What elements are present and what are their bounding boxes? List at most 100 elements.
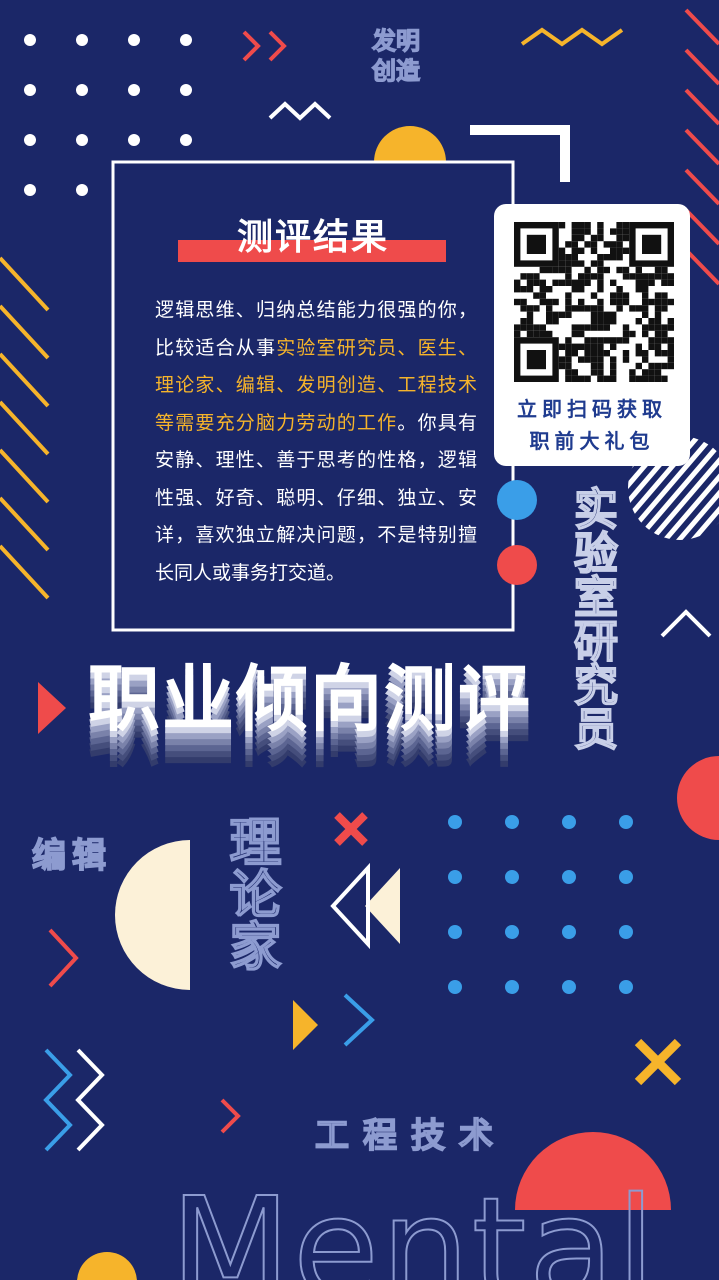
decoration bbox=[648, 369, 655, 376]
decoration bbox=[684, 248, 719, 286]
decoration bbox=[24, 34, 36, 46]
decoration bbox=[546, 305, 553, 312]
decoration bbox=[629, 273, 636, 280]
decoration bbox=[654, 324, 662, 331]
decoration bbox=[661, 362, 668, 370]
decoration bbox=[603, 318, 610, 325]
decoration bbox=[616, 292, 623, 299]
decoration bbox=[648, 343, 655, 350]
decoration bbox=[0, 448, 50, 504]
decoration bbox=[616, 234, 623, 242]
decoration bbox=[597, 337, 604, 344]
decoration bbox=[533, 273, 540, 280]
decoration bbox=[552, 266, 559, 274]
decoration bbox=[571, 350, 578, 357]
decoration bbox=[565, 369, 572, 376]
decoration bbox=[571, 279, 578, 286]
decoration bbox=[546, 318, 553, 325]
decoration bbox=[597, 254, 604, 261]
decoration bbox=[571, 228, 578, 235]
decoration bbox=[603, 311, 610, 318]
decoration bbox=[622, 247, 630, 254]
decoration bbox=[642, 356, 649, 363]
decoration bbox=[684, 48, 719, 86]
decoration bbox=[597, 266, 604, 274]
decoration bbox=[635, 279, 642, 286]
decoration bbox=[76, 134, 88, 146]
decoration bbox=[526, 311, 534, 318]
decoration bbox=[590, 241, 598, 248]
decoration bbox=[628, 436, 700, 540]
decoration bbox=[558, 356, 566, 363]
decoration bbox=[0, 544, 50, 600]
decoration bbox=[558, 343, 566, 350]
decoration bbox=[674, 436, 719, 540]
decoration bbox=[539, 298, 546, 306]
decoration bbox=[610, 318, 617, 325]
decoration bbox=[597, 356, 604, 363]
decoration bbox=[628, 436, 686, 540]
decoration bbox=[578, 305, 585, 312]
decoration bbox=[610, 375, 617, 382]
decoration bbox=[565, 350, 572, 357]
decoration bbox=[180, 84, 192, 96]
decoration bbox=[622, 222, 630, 229]
decoration bbox=[642, 273, 649, 280]
decoration bbox=[590, 318, 598, 325]
decoration bbox=[539, 266, 546, 274]
decoration bbox=[597, 311, 604, 318]
decoration bbox=[616, 247, 623, 254]
text: 。你具有安静、理性、善于思考的性格，逻辑性强、好奇、聪明、仔细、独立、安详，喜欢… bbox=[155, 411, 477, 584]
decoration bbox=[448, 870, 462, 884]
decoration bbox=[0, 496, 50, 552]
decoration bbox=[514, 337, 559, 382]
decoration bbox=[628, 436, 714, 540]
decoration bbox=[590, 362, 598, 370]
decoration bbox=[590, 324, 598, 331]
decoration bbox=[629, 375, 636, 382]
decoration bbox=[76, 84, 88, 96]
decoration bbox=[654, 266, 662, 274]
decoration bbox=[684, 88, 719, 126]
decoration bbox=[597, 279, 604, 286]
decoration bbox=[654, 298, 662, 306]
decoration bbox=[448, 815, 462, 829]
decoration bbox=[616, 286, 623, 293]
decoration bbox=[648, 298, 655, 306]
decoration bbox=[642, 305, 649, 312]
decoration bbox=[635, 350, 642, 357]
decoration bbox=[654, 350, 662, 357]
decoration bbox=[533, 279, 540, 286]
decoration bbox=[571, 369, 578, 376]
decoration bbox=[610, 356, 617, 363]
decoration bbox=[520, 286, 527, 293]
decoration bbox=[654, 369, 662, 376]
decoration bbox=[660, 436, 719, 540]
decoration bbox=[654, 337, 662, 344]
decoration bbox=[584, 324, 591, 331]
decoration bbox=[584, 273, 591, 280]
decoration bbox=[578, 234, 585, 242]
decoration bbox=[565, 273, 572, 280]
decoration bbox=[590, 247, 598, 254]
word-theorist: 理论家 bbox=[219, 814, 281, 972]
decoration bbox=[539, 292, 546, 299]
decoration bbox=[578, 330, 585, 338]
decoration bbox=[616, 266, 623, 274]
decoration bbox=[635, 273, 642, 280]
decoration bbox=[654, 330, 662, 338]
decoration bbox=[619, 815, 633, 829]
decoration bbox=[180, 34, 192, 46]
decoration bbox=[584, 222, 591, 229]
decoration bbox=[552, 311, 559, 318]
decoration bbox=[590, 311, 598, 318]
decoration bbox=[610, 343, 617, 350]
decoration bbox=[571, 247, 578, 254]
decoration bbox=[619, 925, 633, 939]
decoration bbox=[520, 324, 527, 331]
result-heading: 测评结果 bbox=[236, 217, 389, 258]
decoration bbox=[597, 228, 604, 235]
decoration bbox=[571, 343, 578, 350]
decoration bbox=[597, 286, 604, 293]
decoration bbox=[565, 260, 572, 267]
